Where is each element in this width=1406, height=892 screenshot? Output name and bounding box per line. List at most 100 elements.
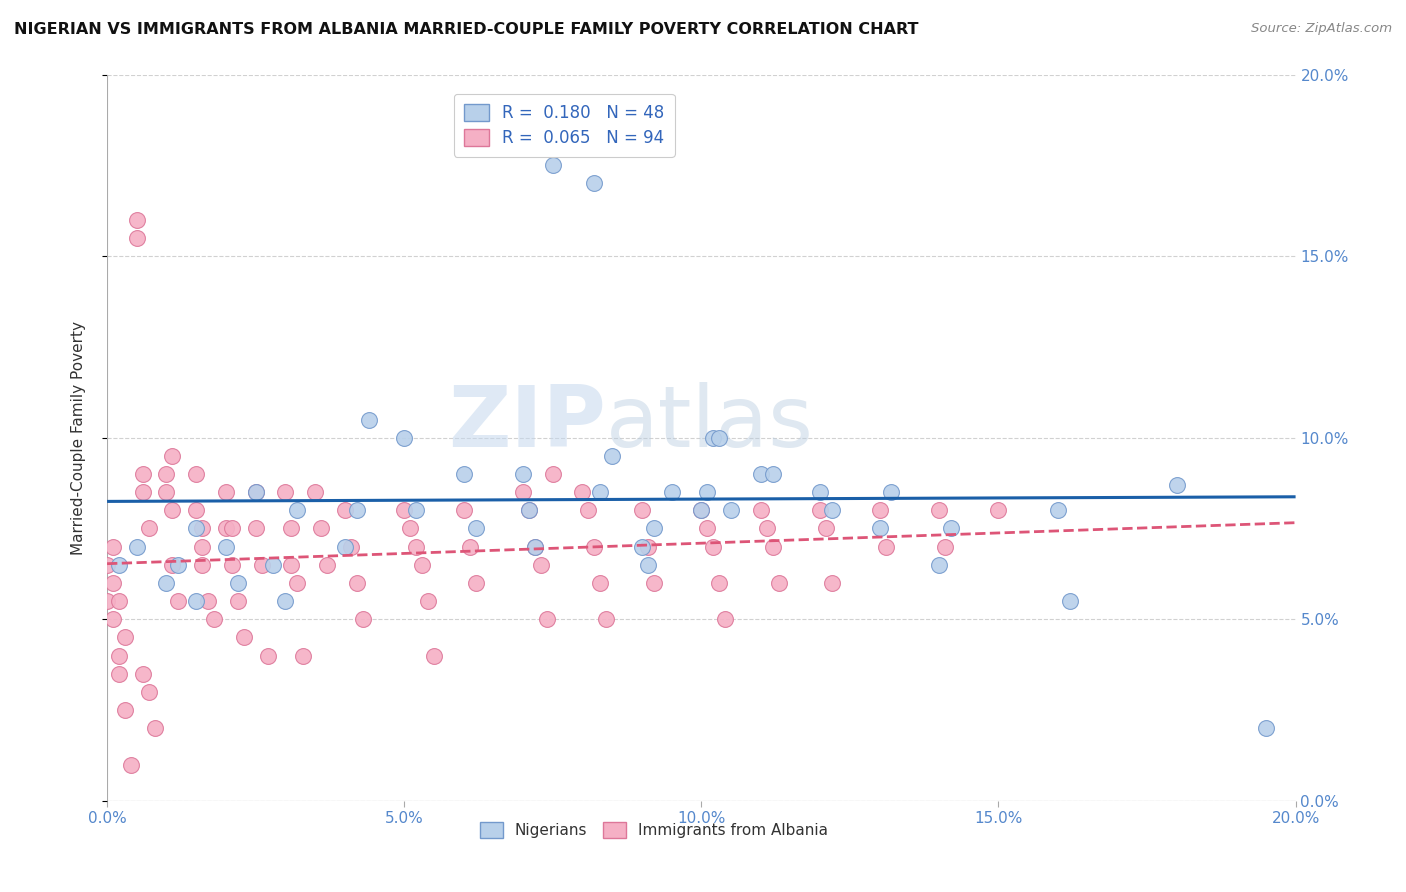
- Point: [541, 158, 564, 172]
- Point: [162, 503, 184, 517]
- Point: [143, 721, 166, 735]
- Point: [987, 503, 1010, 517]
- Point: [690, 503, 713, 517]
- Point: [120, 757, 142, 772]
- Point: [939, 521, 962, 535]
- Point: [875, 540, 897, 554]
- Point: [316, 558, 339, 572]
- Point: [114, 703, 136, 717]
- Point: [138, 521, 160, 535]
- Text: atlas: atlas: [606, 382, 814, 465]
- Point: [215, 540, 238, 554]
- Point: [707, 576, 730, 591]
- Point: [637, 540, 659, 554]
- Point: [202, 612, 225, 626]
- Text: NIGERIAN VS IMMIGRANTS FROM ALBANIA MARRIED-COUPLE FAMILY POVERTY CORRELATION CH: NIGERIAN VS IMMIGRANTS FROM ALBANIA MARR…: [14, 22, 918, 37]
- Point: [464, 521, 486, 535]
- Point: [274, 485, 297, 500]
- Point: [101, 612, 124, 626]
- Point: [589, 576, 612, 591]
- Point: [416, 594, 439, 608]
- Point: [186, 594, 208, 608]
- Point: [352, 612, 374, 626]
- Point: [808, 485, 831, 500]
- Point: [274, 594, 297, 608]
- Point: [762, 467, 785, 481]
- Point: [256, 648, 278, 663]
- Point: [132, 485, 155, 500]
- Point: [304, 485, 326, 500]
- Point: [1166, 478, 1188, 492]
- Point: [928, 558, 950, 572]
- Point: [250, 558, 273, 572]
- Point: [292, 648, 315, 663]
- Point: [162, 449, 184, 463]
- Point: [280, 521, 302, 535]
- Point: [125, 212, 148, 227]
- Point: [661, 485, 683, 500]
- Point: [221, 521, 243, 535]
- Point: [571, 122, 593, 136]
- Point: [600, 449, 623, 463]
- Point: [869, 503, 891, 517]
- Point: [101, 540, 124, 554]
- Point: [517, 503, 540, 517]
- Point: [138, 685, 160, 699]
- Point: [643, 521, 665, 535]
- Point: [155, 576, 177, 591]
- Point: [197, 594, 219, 608]
- Point: [125, 540, 148, 554]
- Point: [155, 467, 177, 481]
- Point: [125, 231, 148, 245]
- Point: [132, 467, 155, 481]
- Point: [768, 576, 790, 591]
- Point: [720, 503, 742, 517]
- Point: [583, 177, 606, 191]
- Point: [578, 503, 600, 517]
- Point: [821, 576, 844, 591]
- Point: [755, 521, 778, 535]
- Point: [821, 503, 844, 517]
- Point: [458, 540, 481, 554]
- Point: [280, 558, 302, 572]
- Point: [167, 558, 190, 572]
- Point: [186, 467, 208, 481]
- Point: [333, 540, 356, 554]
- Text: Source: ZipAtlas.com: Source: ZipAtlas.com: [1251, 22, 1392, 36]
- Point: [696, 485, 718, 500]
- Point: [186, 503, 208, 517]
- Point: [405, 540, 427, 554]
- Point: [245, 485, 267, 500]
- Point: [696, 521, 718, 535]
- Point: [108, 558, 131, 572]
- Point: [221, 558, 243, 572]
- Point: [167, 594, 190, 608]
- Point: [934, 540, 956, 554]
- Point: [643, 576, 665, 591]
- Point: [392, 431, 415, 445]
- Point: [1059, 594, 1081, 608]
- Point: [392, 503, 415, 517]
- Point: [162, 558, 184, 572]
- Point: [215, 521, 238, 535]
- Point: [749, 503, 772, 517]
- Point: [714, 612, 737, 626]
- Point: [399, 521, 422, 535]
- Point: [346, 503, 368, 517]
- Point: [245, 485, 267, 500]
- Point: [186, 521, 208, 535]
- Point: [108, 666, 131, 681]
- Point: [869, 521, 891, 535]
- Point: [631, 540, 654, 554]
- Point: [1046, 503, 1069, 517]
- Point: [749, 467, 772, 481]
- Point: [595, 612, 617, 626]
- Point: [226, 576, 249, 591]
- Point: [512, 485, 534, 500]
- Point: [191, 521, 214, 535]
- Point: [536, 612, 558, 626]
- Point: [815, 521, 838, 535]
- Point: [464, 576, 486, 591]
- Point: [245, 521, 267, 535]
- Text: ZIP: ZIP: [449, 382, 606, 465]
